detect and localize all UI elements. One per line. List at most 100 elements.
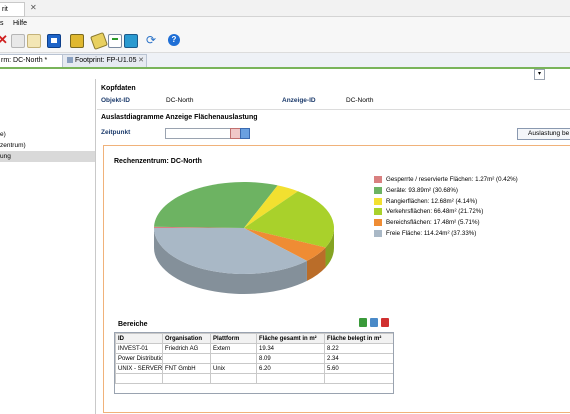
- main-panel: Kopfdaten Objekt-ID DC-North Anzeige-ID …: [97, 79, 570, 414]
- legend-label: Verkehrsflächen: 66.48m² (21.72%): [386, 208, 484, 216]
- column-header[interactable]: ID: [115, 333, 163, 344]
- sidebar-item[interactable]: e): [0, 131, 6, 138]
- zeitpunkt-input[interactable]: [165, 128, 231, 139]
- legend-item: Gesperrte / reservierte Flächen: 1.27m² …: [374, 176, 518, 187]
- copy-icon[interactable]: [11, 34, 25, 48]
- legend-label: Gesperrte / reservierte Flächen: 1.27m² …: [386, 176, 518, 183]
- menu-item-s[interactable]: s: [0, 20, 4, 27]
- chart-title: Rechenzentrum: DC-North: [114, 158, 202, 165]
- delete-icon[interactable]: ✕: [0, 32, 8, 47]
- legend-item: Bereichsflächen: 17.48m² (5.71%): [374, 219, 518, 230]
- tab-footprint-label: Footprint: FP-U1.05: [75, 57, 137, 64]
- kopfdaten-heading: Kopfdaten: [101, 85, 136, 92]
- tab-footprint[interactable]: Footprint: FP-U1.05 ✕: [62, 54, 147, 67]
- paste-icon[interactable]: [27, 34, 41, 48]
- column-header[interactable]: Fläche belegt in m²: [324, 333, 393, 344]
- objekt-id-value: DC-North: [166, 97, 194, 104]
- legend-swatch: [374, 197, 382, 205]
- table-cell: [210, 353, 257, 364]
- pie-slice: [244, 185, 298, 228]
- table-cell: 19.34: [256, 343, 325, 354]
- anzeige-id-value: DC-North: [346, 97, 374, 104]
- table-cell: 5.60: [324, 363, 393, 374]
- chart-legend: Gesperrte / reservierte Flächen: 1.27m² …: [374, 176, 518, 241]
- column-header[interactable]: Plattform: [210, 333, 257, 344]
- sidebar-item-selected[interactable]: ung: [0, 151, 95, 162]
- table-row[interactable]: UNIX - SERVERFA FNT GmbH Unix 6.20 5.60: [115, 363, 393, 374]
- pie-slice: [154, 228, 307, 274]
- chart-panel: Rechenzentrum: DC-North Gesperrte / rese…: [103, 145, 570, 413]
- pie-slice: [154, 182, 278, 228]
- active-tab-accent: [0, 67, 570, 69]
- objects-icon[interactable]: [70, 34, 84, 48]
- window-tab-close-icon[interactable]: ✕: [30, 3, 37, 12]
- divider: [97, 109, 570, 110]
- table-cell: 6.20: [256, 363, 325, 374]
- legend-item: Geräte: 93.89m² (30.68%): [374, 186, 518, 198]
- legend-label: Geräte: 93.89m² (30.68%): [386, 186, 458, 194]
- window-tab[interactable]: rit: [0, 2, 25, 17]
- legend-swatch: [374, 229, 382, 237]
- dialog-icon[interactable]: [47, 34, 61, 48]
- table-cell: Unix: [210, 363, 257, 374]
- pie-slice-side: [154, 228, 307, 294]
- checklist-icon[interactable]: [108, 34, 122, 48]
- tab-dc-north-label: rm: DC-North *: [1, 57, 48, 64]
- legend-item: Verkehrsflächen: 66.48m² (21.72%): [374, 208, 518, 219]
- legend-item: Freie Fläche: 114.24m² (37.33%): [374, 229, 518, 241]
- sidebar-item[interactable]: zentrum): [0, 142, 26, 149]
- column-header[interactable]: Fläche gesamt in m²: [256, 333, 325, 344]
- table-cell: [162, 353, 211, 364]
- pie-slice-side: [306, 247, 326, 281]
- help-icon[interactable]: ?: [168, 34, 180, 46]
- table-row[interactable]: [115, 373, 393, 384]
- table-cell: 8.22: [324, 343, 393, 354]
- tab-list-dropdown[interactable]: ▾: [534, 69, 545, 80]
- objekt-id-label: Objekt-ID: [101, 97, 130, 104]
- footprint-icon: [67, 57, 73, 63]
- clear-date-icon[interactable]: [240, 128, 250, 139]
- network-icon[interactable]: [124, 34, 138, 48]
- menu-item-hilfe[interactable]: Hilfe: [13, 20, 28, 27]
- table-cell: Friedrich AG: [162, 343, 211, 354]
- pie-chart: [154, 182, 334, 294]
- title-bar: rit ✕: [0, 0, 570, 17]
- anzeige-id-label: Anzeige-ID: [282, 97, 316, 104]
- table-cell: Extern: [210, 343, 257, 354]
- table-cell: FNT GmbH: [162, 363, 211, 374]
- sidebar: e) zentrum) ung: [0, 79, 96, 414]
- auslast-heading: Auslastdiagramme Anzeige Flächenauslastu…: [101, 114, 258, 121]
- table-cell: INVEST-01: [115, 343, 163, 354]
- excel-export-icon[interactable]: [359, 318, 367, 327]
- bereiche-table: ID Organisation Plattform Fläche gesamt …: [114, 332, 394, 394]
- table-cell: Power Distributio: [115, 353, 163, 364]
- pie-slice: [244, 191, 334, 248]
- pie-slice: [244, 228, 326, 261]
- bereiche-heading: Bereiche: [118, 321, 148, 328]
- sidebar-item[interactable]: [0, 118, 95, 129]
- tab-dc-north[interactable]: rm: DC-North * ✕: [0, 54, 71, 67]
- legend-swatch: [374, 208, 382, 216]
- legend-swatch: [374, 219, 382, 227]
- tab-close-icon[interactable]: ✕: [138, 57, 144, 64]
- column-header[interactable]: Organisation: [162, 333, 211, 344]
- table-header-row: ID Organisation Plattform Fläche gesamt …: [115, 333, 393, 344]
- table-row[interactable]: Power Distributio 8.09 2.34: [115, 353, 393, 364]
- table-row[interactable]: INVEST-01 Friedrich AG Extern 19.34 8.22: [115, 343, 393, 354]
- toolbar: ✕ ⟳ ?: [0, 30, 570, 53]
- csv-export-icon[interactable]: [370, 318, 378, 327]
- edit-icon[interactable]: [90, 32, 108, 50]
- pdf-export-icon[interactable]: [381, 318, 389, 327]
- chevron-down-icon: ▾: [537, 71, 541, 77]
- table-cell: [115, 373, 163, 384]
- table-cell: UNIX - SERVERFA: [115, 363, 163, 374]
- legend-label: Rangierflächen: 12.68m² (4.14%): [386, 197, 478, 205]
- zeitpunkt-label: Zeitpunkt: [101, 129, 131, 136]
- refresh-icon[interactable]: ⟳: [146, 33, 157, 47]
- legend-label: Bereichsflächen: 17.48m² (5.71%): [386, 219, 480, 227]
- legend-swatch: [374, 176, 382, 183]
- menu-bar: s Hilfe: [0, 17, 570, 30]
- auslastung-button[interactable]: Auslastung be: [517, 128, 570, 140]
- legend-label: Freie Fläche: 114.24m² (37.33%): [386, 229, 477, 237]
- document-tab-bar: rm: DC-North * ✕ Footprint: FP-U1.05 ✕: [0, 53, 570, 68]
